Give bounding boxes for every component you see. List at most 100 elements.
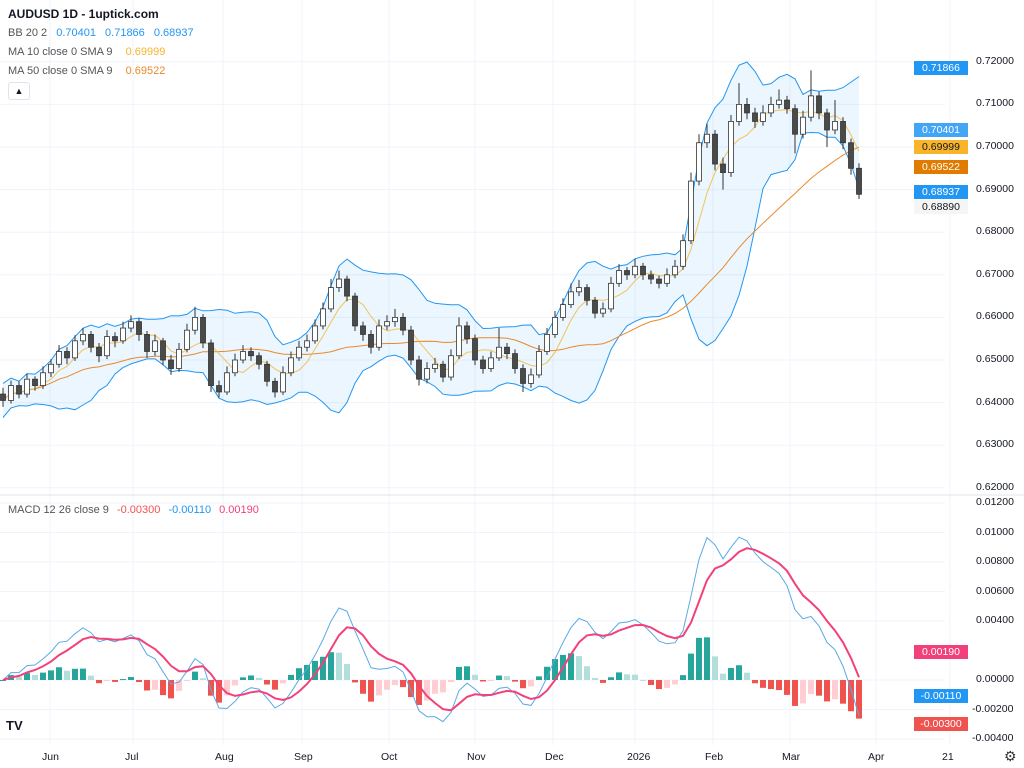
time-axis-label: Dec [545,751,564,763]
macd-histogram-bar [816,680,822,696]
candle-body [512,353,518,369]
time-axis-label: Aug [215,751,234,763]
candle-body [208,342,214,386]
gear-icon[interactable]: ⚙ [1004,748,1017,764]
price-axis-label: 0.69000 [976,182,1014,195]
chevron-up-icon: ▲ [14,86,24,96]
macd-histogram-bar [808,680,814,694]
macd-histogram-bar [472,674,478,680]
candle-body [96,346,102,357]
macd-histogram-bar [584,666,590,680]
candle-body [768,104,774,114]
macd-histogram-bar [304,664,310,680]
candle-body [496,346,502,359]
candle-body [744,104,750,114]
macd-histogram-bar [488,680,494,681]
collapse-legend-button[interactable]: ▲ [8,82,30,100]
macd-histogram-bar [152,680,158,690]
price-axis-label: 0.71000 [976,97,1014,110]
macd-histogram-bar [416,680,422,705]
candle-body [120,327,126,342]
macd-histogram-bar [848,680,854,712]
price-axis-label: 0.72000 [976,54,1014,67]
candle-body [320,308,326,327]
candle-body [736,104,742,122]
macd-histogram-bar [480,680,486,682]
macd-histogram-bar [744,672,750,680]
candle-body [104,336,110,357]
macd-histogram-bar [104,680,110,681]
macd-histogram-bar [320,656,326,680]
macd-histogram-bar [656,680,662,690]
legend-bb[interactable]: BB 20 2 0.70401 0.71866 0.68937 [8,24,194,43]
candle-body [784,99,790,110]
candle-body [544,334,550,352]
legend-ma10[interactable]: MA 10 close 0 SMA 9 0.69999 [8,43,194,62]
candle-body [808,95,814,118]
candle-body [384,321,390,327]
macd-histogram-bar [264,680,270,685]
tradingview-logo[interactable]: TV [6,718,23,733]
legend-ma50[interactable]: MA 50 close 0 SMA 9 0.69522 [8,62,194,81]
macd-histogram-bar [648,680,654,685]
macd-badge: -0.00110 [914,689,968,704]
time-axis-label: Oct [381,751,398,763]
candle-body [296,346,302,359]
candle-body [592,299,598,314]
macd-histogram-bar [392,680,398,686]
candle-body [0,393,6,401]
macd-histogram-bar [216,680,222,703]
macd-histogram-bar [272,680,278,690]
bb-label: BB 20 2 [8,27,48,39]
bb-basis-value: 0.70401 [56,27,96,39]
macd-histogram-bar [832,680,838,700]
macd-signal-line [2,547,860,712]
candle-body [728,121,734,173]
macd-histogram-bar [248,675,254,680]
candle-body [776,99,782,105]
macd-histogram-bar [800,680,806,704]
macd-histogram-bar [192,671,198,680]
time-axis-label: 21 [942,751,954,763]
macd-histogram-bar [464,666,470,680]
candle-body [160,340,166,361]
candle-body [72,340,78,359]
candle-body [640,265,646,276]
candle-body [424,368,430,380]
candle-body [816,95,822,114]
time-axis-label: Feb [705,751,724,763]
macd-histogram-bar [736,665,742,680]
bollinger-upper-line [2,61,860,384]
macd-histogram-bar [552,659,558,680]
candle-body [688,180,694,242]
macd-histogram-bar [376,680,382,696]
candle-body [312,325,318,342]
macd-histogram-bar [200,678,206,680]
candle-body [760,112,766,122]
price-axis-label: 0.67000 [976,267,1014,280]
macd-histogram-bar [704,637,710,680]
candle-body [440,363,446,378]
macd-line-value: -0.00110 [168,504,212,516]
candle-body [392,316,398,323]
candle-body [344,278,350,297]
candle-body [264,363,270,382]
candle-body [680,240,686,267]
macd-histogram-bar [432,680,438,694]
candle-body [632,265,638,276]
macd-histogram-bar [72,668,78,680]
price-axis-label: 0.66000 [976,310,1014,323]
candle-body [240,351,246,361]
candle-body [488,357,494,369]
macd-histogram-bar [504,676,510,680]
macd-line [2,536,860,723]
legend-macd[interactable]: MACD 12 26 close 9 -0.00300 -0.00110 0.0… [8,504,259,516]
macd-histogram-bar [528,680,534,687]
candle-body [576,287,582,293]
candle-body [336,278,342,288]
price-badge: 0.69999 [914,140,968,155]
candle-body [192,316,198,331]
bollinger-band-fill [3,62,859,418]
macd-histogram-bar [424,680,430,701]
